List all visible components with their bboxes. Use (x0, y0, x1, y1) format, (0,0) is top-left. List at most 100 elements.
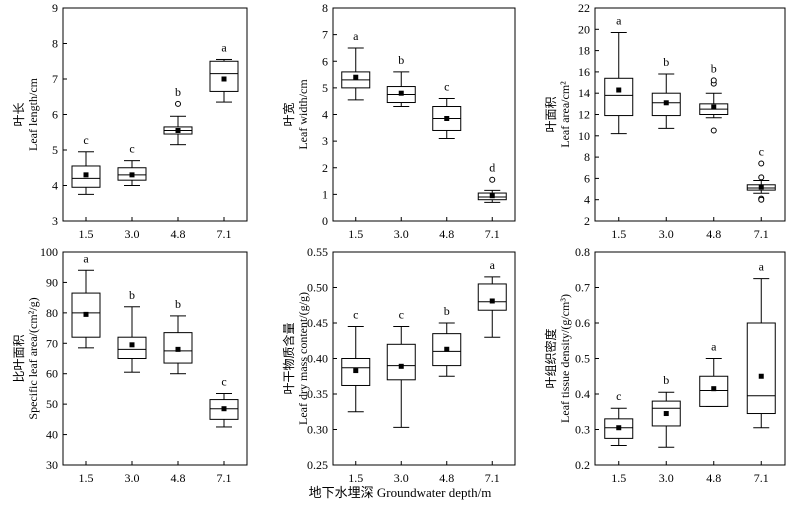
y-tick-label: 8 (322, 1, 328, 15)
x-tick-label: 1.5 (79, 471, 94, 485)
mean-marker (444, 115, 450, 121)
panel-2: 0 1 2 3 4 5 6 7 8 1.5 3.0 4.8 7.1 叶宽Leaf width/cm a b c d (281, 1, 516, 241)
y-tick-label: 4 (52, 179, 58, 193)
x-tick-label: 3.0 (125, 227, 140, 241)
y-tick-label: 0.45 (307, 316, 328, 330)
mean-marker (758, 184, 764, 190)
significance-letter: a (616, 13, 622, 27)
mean-marker (663, 411, 669, 417)
y-tick-label: 0.50 (307, 281, 328, 295)
x-tick-label: 4.8 (706, 227, 721, 241)
box-1.5: a (604, 13, 634, 135)
y-tick-label: 6 (322, 54, 328, 68)
mean-marker (83, 172, 89, 178)
mean-marker (221, 406, 227, 412)
significance-letter: b (444, 304, 450, 318)
y-tick-label: 8 (52, 37, 58, 51)
y-tick-label: 0.4 (575, 387, 590, 401)
y-tick-label: 0.2 (575, 458, 590, 472)
y-axis-label-cn: 叶面积 (544, 96, 558, 132)
mean-marker (711, 104, 717, 110)
y-axis-label-en: Leaf dry mass content/(g/g) (296, 292, 310, 425)
box-1.5: c (604, 389, 634, 446)
y-tick-label: 0.30 (307, 423, 328, 437)
box-3.0: b (386, 53, 416, 108)
significance-letter: c (759, 144, 764, 158)
x-tick-label: 7.1 (485, 471, 500, 485)
iqr-box (386, 343, 416, 381)
x-tick-label: 3.0 (659, 471, 674, 485)
mean-marker (398, 363, 404, 369)
outlier-point (175, 100, 181, 107)
x-tick-label: 1.5 (611, 471, 626, 485)
y-tick-label: 0.25 (307, 458, 328, 472)
mean-marker (129, 342, 135, 348)
x-axis-title: 地下水埋深 Groundwater depth/m (309, 485, 492, 500)
y-tick-label: 1 (322, 187, 328, 201)
significance-letter: a (711, 340, 717, 354)
box-1.5: a (71, 251, 101, 349)
box-7.1: c (209, 374, 239, 428)
significance-letter: a (221, 40, 227, 54)
mean-marker (489, 193, 495, 199)
y-tick-label: 0.3 (575, 423, 590, 437)
box-4.8: a (699, 340, 729, 407)
box-4.8: b (699, 61, 729, 134)
y-axis-label-cn: 叶组织密度 (543, 328, 558, 388)
x-tick-label: 7.1 (485, 227, 500, 241)
y-tick-label: 80 (46, 306, 58, 320)
plot-frame (332, 7, 516, 222)
y-axis-label-cn: 叶宽 (281, 102, 296, 126)
significance-letter: c (353, 308, 358, 322)
iqr-box (209, 60, 239, 92)
y-tick-label: 100 (40, 245, 58, 259)
y-axis-label: 叶面积Leaf area/cm² (544, 81, 572, 148)
y-tick-label: 12 (578, 108, 590, 122)
panel-1: 3 4 5 6 7 8 9 1.5 3.0 4.8 7.1 叶长Leaf length/cm c c b a (12, 1, 248, 241)
y-tick-label: 2 (584, 214, 590, 228)
mean-marker (221, 76, 227, 82)
y-tick-label: 14 (578, 86, 590, 100)
box-3.0: c (386, 308, 416, 428)
box-3.0: b (651, 373, 681, 448)
mean-marker (129, 172, 135, 178)
x-tick-label: 7.1 (754, 227, 769, 241)
y-axis-label: 比叶面积Specific leaf area/(cm²/g) (12, 297, 40, 419)
x-tick-label: 4.8 (439, 227, 454, 241)
significance-letter: a (353, 29, 359, 43)
mean-marker (711, 386, 717, 392)
y-tick-label: 50 (46, 397, 58, 411)
y-tick-label: 3 (52, 214, 58, 228)
mean-marker (398, 90, 404, 96)
y-tick-label: 7 (322, 28, 328, 42)
mean-marker (175, 127, 181, 133)
box-4.8: b (163, 85, 193, 146)
significance-letter: b (129, 288, 135, 302)
significance-letter: c (444, 80, 449, 94)
plot-frame (62, 251, 248, 466)
outlier-point (758, 196, 765, 203)
y-tick-label: 6 (52, 108, 58, 122)
iqr-box (477, 283, 507, 311)
mean-marker (353, 368, 359, 374)
iqr-box (117, 336, 147, 360)
y-tick-label: 0.55 (307, 245, 328, 259)
y-tick-label: 40 (46, 428, 58, 442)
box-7.1: c (746, 144, 776, 203)
plot-frame (62, 7, 248, 222)
y-tick-label: 6 (584, 171, 590, 185)
y-tick-label: 22 (578, 1, 590, 15)
panel-3: 2 4 6 8 10 12 14 16 18 20 22 1.5 3.0 4.8 7.1 叶面积Leaf ar… (544, 1, 786, 241)
x-tick-label: 1.5 (79, 227, 94, 241)
y-axis-label: 叶组织密度Leaf tissue density/(g/cm³) (543, 294, 572, 423)
x-tick-label: 7.1 (217, 471, 232, 485)
significance-letter: b (711, 61, 717, 75)
y-tick-label: 8 (584, 150, 590, 164)
x-tick-label: 1.5 (348, 471, 363, 485)
y-tick-label: 3 (322, 134, 328, 148)
y-tick-label: 4 (584, 193, 590, 207)
x-tick-label: 7.1 (217, 227, 232, 241)
significance-letter: c (221, 374, 226, 388)
y-tick-label: 30 (46, 458, 58, 472)
